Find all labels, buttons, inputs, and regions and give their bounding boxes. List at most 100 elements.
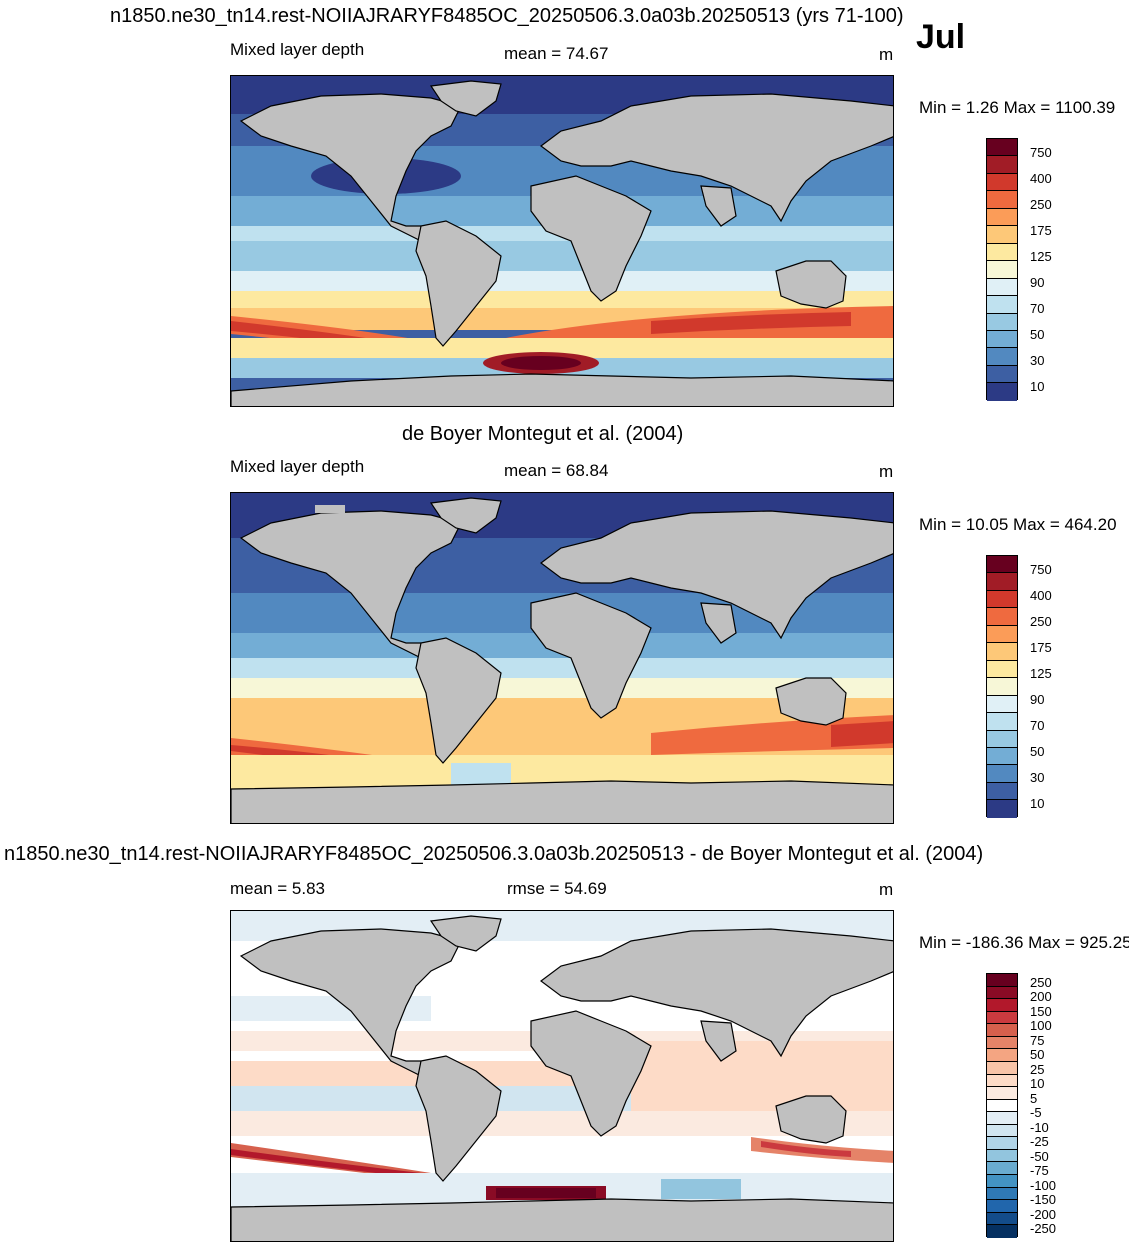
colorbar-swatch [987,1137,1017,1150]
diff-title: n1850.ne30_tn14.rest-NOIIAJRARYF8485OC_2… [4,843,984,865]
colorbar-swatch [987,678,1017,696]
colorbar-tick-label: 250 [1030,975,1052,990]
map-diff [230,910,894,1242]
colorbar-swatch [987,156,1017,174]
colorbar-swatch [987,1049,1017,1062]
colorbar-swatch [987,226,1017,244]
colorbar-swatch [987,1011,1017,1025]
colorbar-tick-label: 125 [1030,666,1052,681]
colorbar-swatch [987,1212,1017,1226]
colorbar-swatch [987,1187,1017,1201]
colorbar-swatch [987,556,1017,574]
colorbar-swatch [987,1112,1017,1125]
colorbar-tick-label: 70 [1030,301,1045,316]
units-label: m [879,880,894,899]
colorbar-swatch [987,1061,1017,1075]
colorbar-tick-label: 50 [1030,1047,1045,1063]
colorbar-tick-label: 750 [1030,145,1052,160]
colorbar-tick-label: 175 [1030,640,1052,655]
colorbar-swatch [987,139,1017,157]
colorbar-swatch [987,1099,1017,1113]
colorbar-swatch [987,1162,1017,1175]
colorbar-swatch [987,974,1017,987]
colorbar-tick-label: 5 [1030,1090,1038,1106]
rmse-label: rmse = 54.69 [507,879,607,898]
colorbar-tick-label: 70 [1030,718,1045,733]
colorbar-tick-label: 750 [1030,562,1052,577]
colorbar-swatch [987,800,1017,818]
colorbar-swatch [987,1074,1017,1088]
colorbar-swatch [987,590,1017,609]
colorbar-swatch [987,1087,1017,1100]
colorbar-swatch [987,348,1017,366]
colorbar-tick-label: -150 [1030,1192,1057,1208]
variable-label: Mixed layer depth [230,457,365,476]
mean-label: mean = 74.67 [504,44,609,63]
colorbar-tick-label: 50 [1030,744,1045,759]
colorbar-swatch [987,1175,1017,1188]
colorbar-tick-label: 400 [1030,171,1052,186]
colorbar-swatch [987,208,1017,227]
colorbar-tick-label: 10 [1030,796,1045,811]
colorbar-tick-label: 90 [1030,692,1045,707]
colorbar-swatch [987,625,1017,644]
colorbar-tick-label: 125 [1030,249,1052,264]
minmax-label: Min = 1.26 Max = 1100.39 [919,98,1116,117]
colorbar-tick-label: 90 [1030,275,1045,290]
colorbar-swatch [987,278,1017,297]
units-label: m [879,45,894,64]
colorbar-swatch [987,999,1017,1012]
colorbar-swatch [987,730,1017,748]
colorbar-swatch [987,660,1017,679]
colorbar-tick-label: 10 [1030,1076,1045,1092]
colorbar-tick-label: -50 [1030,1148,1049,1164]
colorbar-swatch [987,365,1017,384]
colorbar-tick-label: 100 [1030,1018,1052,1034]
colorbar-swatch [987,713,1017,731]
colorbar-swatch [987,1124,1017,1138]
map-model [230,75,894,407]
minmax-label: Min = 10.05 Max = 464.20 [919,515,1117,534]
colorbar-swatch [987,608,1017,626]
colorbar-tick-label: -5 [1030,1105,1042,1121]
units-label: m [879,462,894,481]
colorbar-tick-label: 250 [1030,197,1052,212]
figure-title: n1850.ne30_tn14.rest-NOIIAJRARYF8485OC_2… [110,5,904,27]
colorbar-tick-label: 200 [1030,989,1052,1005]
colorbar-swatch [987,243,1017,262]
colorbar-obs [986,555,1018,818]
colorbar-tick-label: 30 [1030,353,1045,368]
colorbar-tick-label: 175 [1030,223,1052,238]
variable-label: Mixed layer depth [230,40,365,59]
colorbar-swatch [987,747,1017,766]
colorbar-tick-label: -25 [1030,1134,1049,1150]
minmax-label: Min = -186.36 Max = 925.25 [919,933,1129,952]
colorbar-swatch [987,330,1017,349]
colorbar-tick-label: -75 [1030,1163,1049,1179]
mean-label: mean = 68.84 [504,461,609,480]
colorbar-tick-label: 30 [1030,770,1045,785]
month-label: Jul [916,18,966,56]
colorbar-swatch [987,695,1017,714]
colorbar-swatch [987,296,1017,314]
colorbar-swatch [987,782,1017,801]
colorbar-swatch [987,1225,1017,1238]
colorbar-swatch [987,573,1017,591]
map-obs-svg [231,493,893,823]
colorbar-model [986,138,1018,401]
colorbar-tick-label: 75 [1030,1032,1045,1048]
colorbar-swatch [987,765,1017,783]
colorbar-swatch [987,383,1017,401]
map-diff-svg [231,911,893,1241]
colorbar-tick-label: 50 [1030,327,1045,342]
colorbar-tick-label: 250 [1030,614,1052,629]
colorbar-tick-label: -200 [1030,1206,1057,1222]
colorbar-swatch [987,1149,1017,1163]
colorbar-tick-label: -10 [1030,1119,1049,1135]
obs-title: de Boyer Montegut et al. (2004) [402,423,684,445]
colorbar-tick-label: 400 [1030,588,1052,603]
colorbar-tick-label: 10 [1030,379,1045,394]
colorbar-tick-label: -100 [1030,1177,1057,1193]
colorbar-swatch [987,643,1017,661]
colorbar-swatch [987,191,1017,209]
